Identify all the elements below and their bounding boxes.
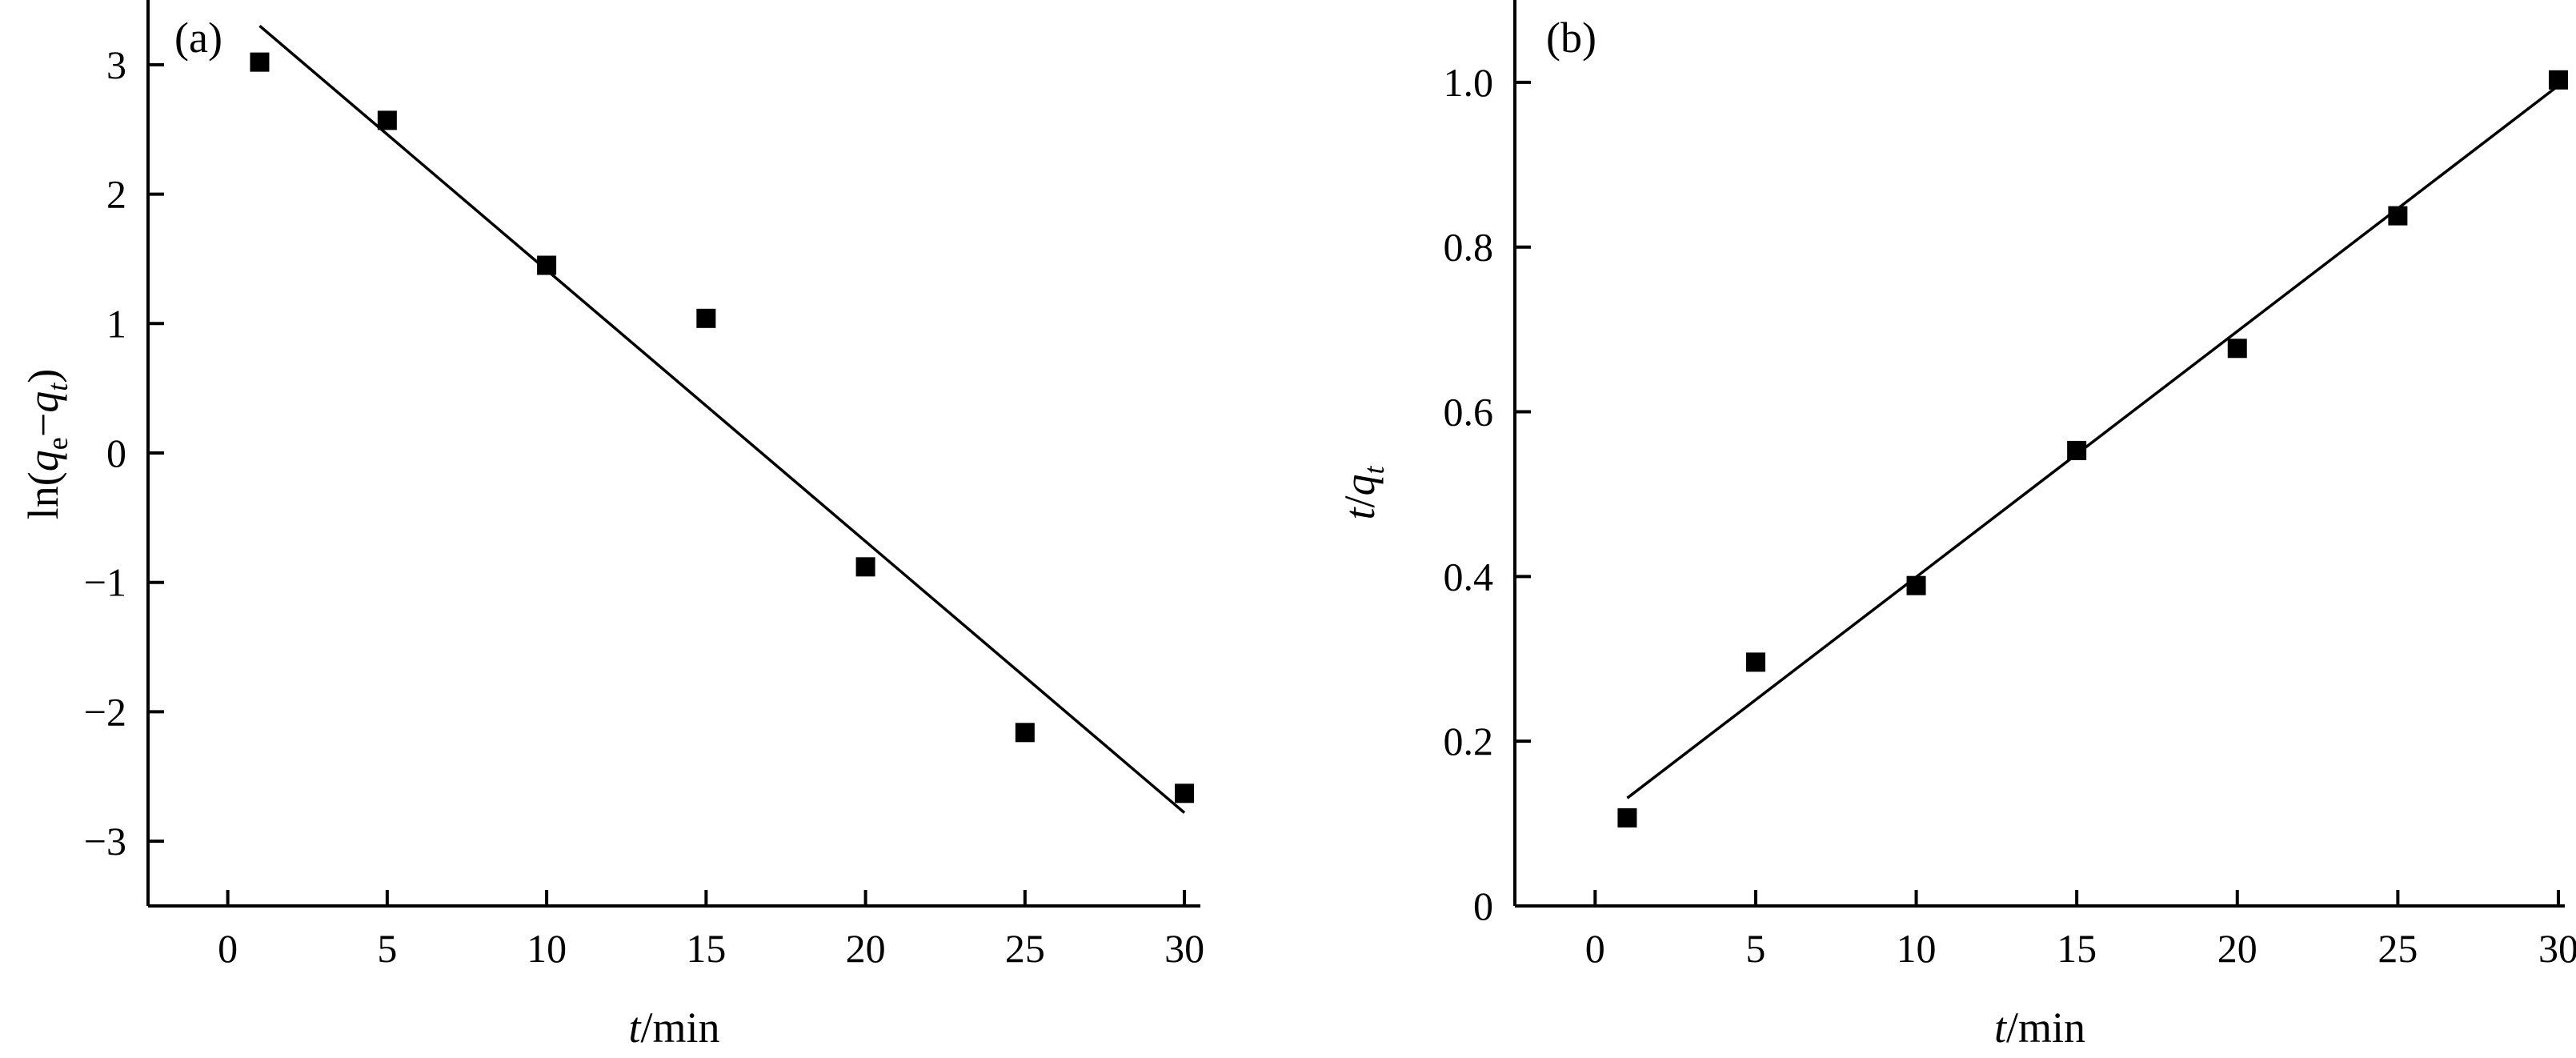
data-point — [250, 52, 270, 72]
y-tick-label: −2 — [84, 689, 126, 734]
x-tick-label: 25 — [1005, 926, 1045, 971]
data-point — [1175, 783, 1195, 804]
y-tick-label: 1.0 — [1444, 60, 1494, 105]
chart-panel-b: 0 5 10 15 20 25 30 0 0.2 0.4 0.6 0.8 1.0 t/min t/qt (b) — [1336, 0, 2576, 1052]
data-point — [1617, 808, 1637, 828]
data-point — [377, 110, 397, 130]
x-tick-label: 25 — [2378, 926, 2418, 971]
y-tick-label: 0 — [1473, 884, 1493, 928]
y-tick-label: 0.2 — [1444, 719, 1494, 763]
x-axis-label: t/min — [628, 1004, 719, 1052]
data-point — [2067, 440, 2087, 460]
data-point — [2227, 339, 2247, 359]
x-tick-label: 15 — [2057, 926, 2097, 971]
x-tick-label: 15 — [686, 926, 726, 971]
data-point — [2388, 206, 2408, 226]
data-point — [1906, 575, 1926, 595]
data-point — [537, 255, 557, 275]
y-tick-label: 0.6 — [1444, 390, 1494, 435]
data-point — [855, 557, 875, 577]
y-axis-label: t/qt — [1336, 465, 1390, 519]
x-tick-label: 5 — [377, 926, 397, 971]
y-tick-label: 2 — [106, 172, 126, 217]
y-tick-label: −3 — [84, 819, 126, 864]
fit-line — [1626, 84, 2560, 800]
y-tick-label: 0.8 — [1444, 225, 1494, 270]
y-tick-label: 0 — [106, 431, 126, 475]
x-tick-label: 5 — [1745, 926, 1765, 971]
y-tick-label: 3 — [106, 42, 126, 87]
x-tick-label: 0 — [1585, 926, 1605, 971]
panel-label: (a) — [174, 14, 222, 62]
x-tick-label: 20 — [846, 926, 886, 971]
panel-label: (b) — [1546, 14, 1596, 62]
data-point — [2548, 70, 2568, 90]
x-tick-label: 30 — [1164, 926, 1204, 971]
y-tick-label: −1 — [84, 560, 126, 605]
data-point — [696, 308, 716, 328]
x-tick-label: 10 — [527, 926, 567, 971]
x-tick-label: 10 — [1897, 926, 1937, 971]
y-axis-label: ln(qe−qt) — [19, 369, 74, 519]
x-tick-label: 20 — [2217, 926, 2258, 971]
data-point — [1015, 723, 1035, 743]
data-point — [1745, 652, 1765, 672]
x-tick-label: 30 — [2538, 926, 2576, 971]
fit-line — [258, 25, 1186, 814]
x-axis-label: t/min — [1994, 1004, 2085, 1052]
x-tick-label: 0 — [218, 926, 238, 971]
y-tick-label: 0.4 — [1444, 554, 1494, 599]
y-tick-label: 1 — [106, 301, 126, 346]
